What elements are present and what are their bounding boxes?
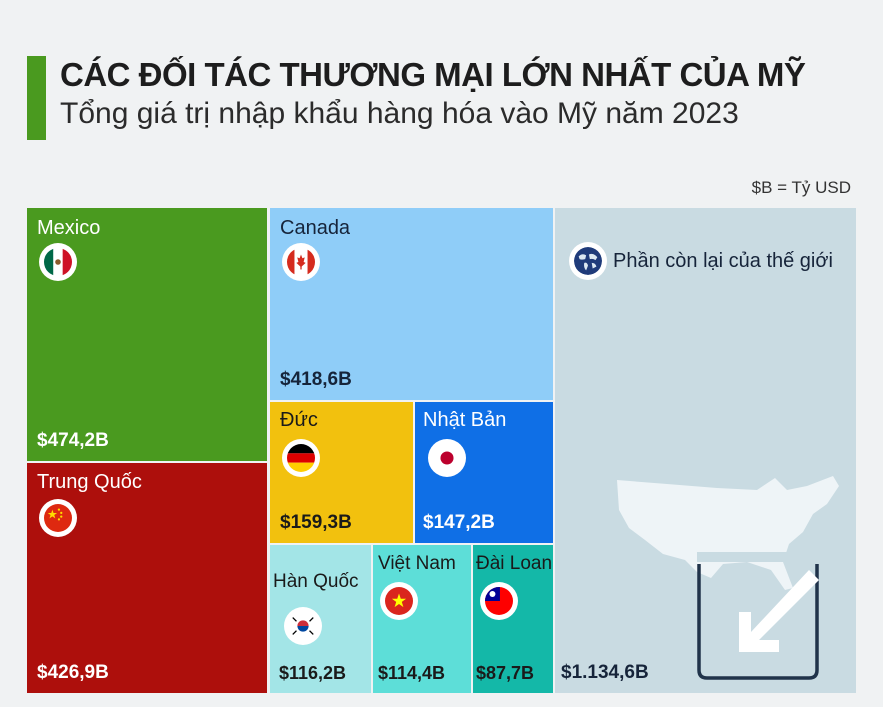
treemap-tile-mexico: Mexico $474,2B [27,208,267,461]
tile-value-korea: $116,2B [279,663,347,683]
tile-label-germany: Đức [280,409,318,431]
canada-flag-icon [282,243,320,281]
tile-label-mexico: Mexico [37,217,101,239]
taiwan-flag-icon [480,582,518,620]
mexico-flag-icon [39,243,77,281]
tile-value-china: $426,9B [37,662,109,683]
vietnam-flag-icon [380,582,418,620]
tile-label-japan: Nhật Bản [423,409,507,431]
treemap-tile-vietnam: Việt Nam $114,4B [373,545,471,693]
treemap-tile-taiwan: Đài Loan $87,7B [473,545,553,693]
tile-value-germany: $159,3B [280,512,352,533]
tile-label-canada: Canada [280,217,351,239]
accent-bar [27,56,46,140]
tile-label-china: Trung Quốc [37,471,142,493]
treemap-tile-japan: Nhật Bản $147,2B [415,402,553,543]
tile-value-taiwan: $87,7B [476,663,535,683]
treemap-tile-korea: Hàn Quốc $116,2B [270,545,371,693]
chart-title: CÁC ĐỐI TÁC THƯƠNG MẠI LỚN NHẤT CỦA MỸ [60,56,806,93]
treemap-tile-germany: Đức $159,3B [270,402,413,543]
usa-map-icon [617,476,839,590]
treemap-tile-rest-of-world: Phần còn lại của thế giới $1.134,6B [555,208,856,693]
japan-flag-icon [428,439,466,477]
tile-value-japan: $147,2B [423,512,495,533]
china-flag-icon [39,499,77,537]
tile-label-korea: Hàn Quốc [273,571,359,592]
tile-value-canada: $418,6B [280,369,352,390]
treemap-tile-canada: Canada $418,6B [270,208,553,400]
unit-note: $B = Tỷ USD [751,178,851,197]
tile-label-taiwan: Đài Loan [476,553,553,574]
arrow-down-left-icon [697,552,825,680]
tile-value-vietnam: $114,4B [378,663,446,683]
tile-label-rest-of-world: Phần còn lại của thế giới [613,250,833,272]
tile-value-mexico: $474,2B [37,430,109,451]
tile-label-vietnam: Việt Nam [378,553,456,574]
chart-subtitle: Tổng giá trị nhập khẩu hàng hóa vào Mỹ n… [60,97,739,130]
tile-value-rest-of-world: $1.134,6B [561,662,649,683]
germany-flag-icon [282,439,320,477]
treemap-tile-china: Trung Quốc $426,9B [27,463,267,693]
globe-icon [569,242,607,280]
korea-flag-icon [284,607,322,645]
